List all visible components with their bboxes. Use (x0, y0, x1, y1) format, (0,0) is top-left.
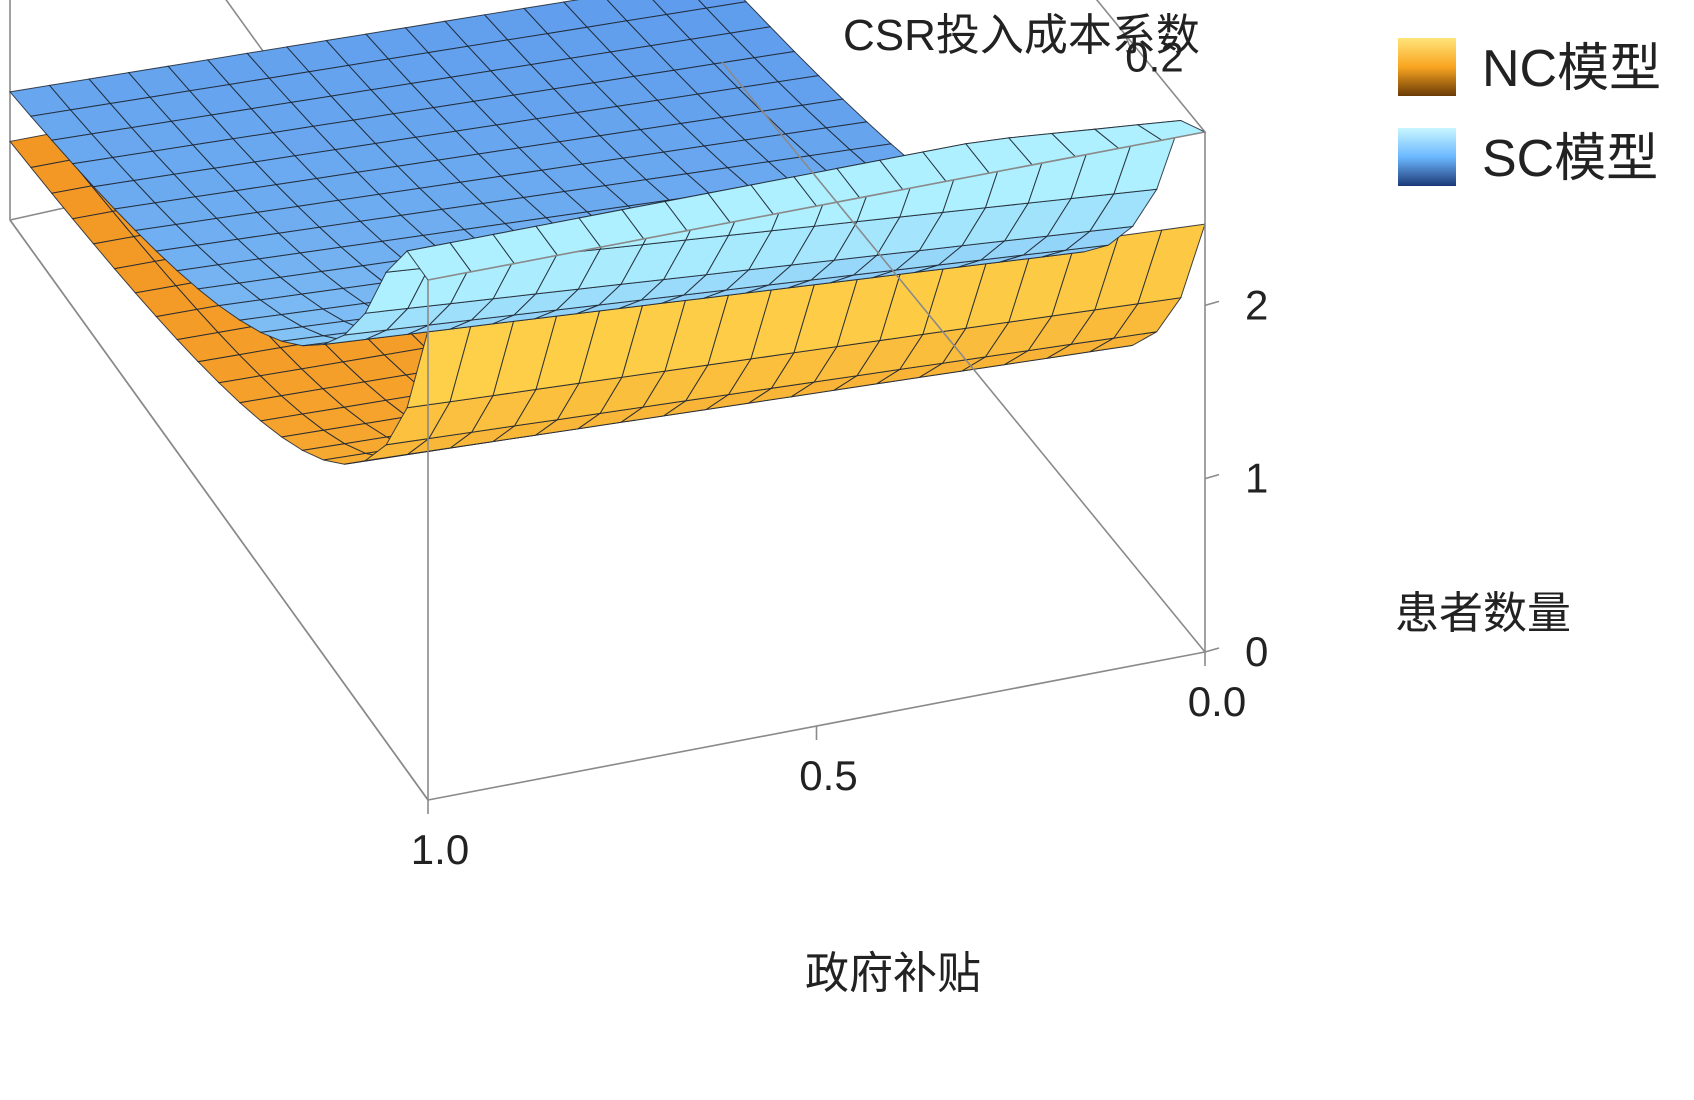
z-tick-label: 1 (1245, 455, 1268, 502)
y-tick-mark (1123, 33, 1132, 48)
z-tick-mark (1204, 300, 1220, 307)
box-edge (721, 61, 1206, 653)
z-tick-mark (1204, 647, 1220, 653)
surface-layer (9, 0, 1207, 465)
legend-swatch-sc (1398, 128, 1456, 186)
z-axis-title: 患者数量 (1395, 589, 1571, 638)
z-tick-label: 0 (1245, 628, 1268, 675)
z-tick-mark (1204, 473, 1220, 480)
legend-swatch-nc (1398, 38, 1456, 96)
box-edge (9, 219, 429, 801)
axis-ticks: 0.00.51.00.20.40.6012 (411, 33, 1268, 873)
surface-sc (9, 0, 1207, 347)
legend: NC模型 SC模型 (1398, 38, 1661, 188)
x-tick-label: 1.0 (411, 826, 469, 873)
z-tick-label: 2 (1245, 281, 1268, 328)
box-edge (427, 131, 1206, 281)
x-tick-label: 0.5 (799, 752, 857, 799)
y-tick-label: 0.2 (1125, 34, 1183, 81)
surface-patch (1137, 223, 1206, 305)
bounding-box-front (9, 61, 1206, 801)
x-tick-label: 0.0 (1188, 678, 1246, 725)
legend-label-sc: SC模型 (1482, 130, 1658, 188)
legend-label-nc: NC模型 (1482, 40, 1661, 98)
x-axis-title: 政府补贴 (805, 949, 981, 998)
y-axis-title: CSR投入成本系数 (843, 11, 1200, 60)
